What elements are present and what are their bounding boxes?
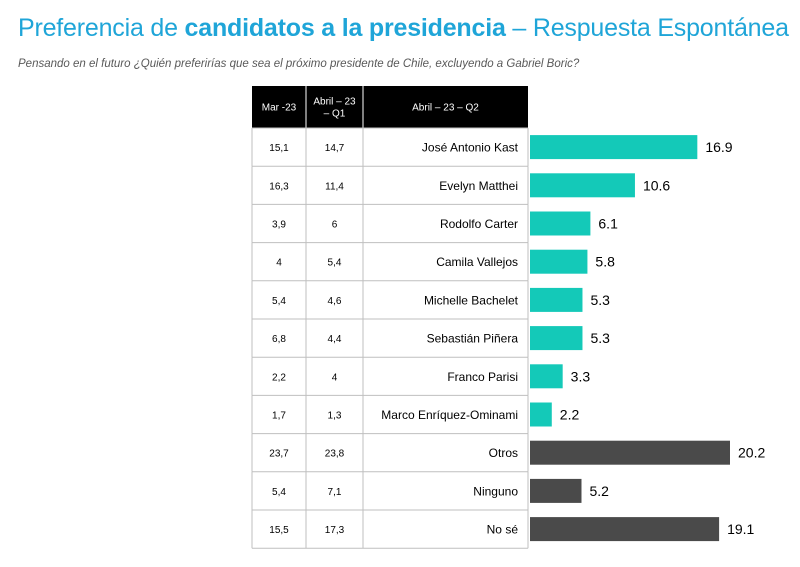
- cell-mar-23: 2,2: [272, 372, 286, 383]
- bar-candidate: [530, 211, 591, 236]
- cell-mar-23: 15,1: [269, 143, 289, 154]
- candidate-name: No sé: [487, 523, 519, 537]
- title-part-2: candidatos a la presidencia: [184, 14, 506, 42]
- cell-mar-23: 16,3: [269, 181, 289, 192]
- bar-value-label: 2.2: [560, 407, 580, 423]
- bar-value-label: 6.1: [598, 216, 618, 232]
- bar-value-label: 20.2: [738, 445, 765, 461]
- cell-abril-q1: 4: [332, 372, 338, 383]
- bar-value-label: 5.3: [590, 292, 610, 308]
- title-part-3: – Respuesta Espontánea: [505, 14, 789, 42]
- bar-candidate: [530, 249, 588, 274]
- bar-other: [530, 517, 720, 542]
- bar-other: [530, 478, 582, 503]
- candidate-name: Otros: [489, 446, 518, 460]
- cell-mar-23: 5,4: [272, 296, 286, 307]
- cell-mar-23: 15,5: [269, 525, 289, 536]
- candidate-name: Michelle Bachelet: [424, 293, 519, 307]
- cell-abril-q1: 14,7: [325, 143, 345, 154]
- bar-value-label: 3.3: [571, 368, 591, 384]
- bar-value-label: 10.6: [643, 177, 670, 193]
- cell-abril-q1: 17,3: [325, 525, 345, 536]
- candidate-name: Evelyn Matthei: [439, 179, 518, 193]
- bar-candidate: [530, 173, 635, 198]
- candidate-name: Camila Vallejos: [436, 255, 518, 269]
- bar-value-label: 16.9: [705, 139, 732, 155]
- bar-value-label: 5.2: [589, 483, 609, 499]
- cell-abril-q1: 6: [332, 220, 338, 231]
- bar-candidate: [530, 364, 563, 389]
- header-mar-23: Mar -23: [262, 103, 297, 114]
- cell-mar-23: 1,7: [272, 411, 286, 422]
- bar-other: [530, 440, 730, 465]
- table-header: [252, 86, 528, 128]
- cell-abril-q1: 5,4: [328, 258, 342, 269]
- chart-title: Preferencia de candidatos a la presidenc…: [18, 14, 789, 43]
- bar-value-label: 5.3: [590, 330, 610, 346]
- candidate-name: Franco Parisi: [447, 370, 518, 384]
- cell-mar-23: 3,9: [272, 220, 286, 231]
- cell-mar-23: 6,8: [272, 334, 286, 345]
- cell-mar-23: 5,4: [272, 487, 286, 498]
- cell-abril-q1: 7,1: [328, 487, 342, 498]
- cell-abril-q1: 11,4: [325, 181, 344, 192]
- chart-subtitle: Pensando en el futuro ¿Quién preferirías…: [18, 58, 580, 70]
- header-abril-q2: Abril – 23 – Q2: [412, 103, 479, 114]
- candidate-name: Sebastián Piñera: [427, 332, 519, 346]
- candidate-name: Ninguno: [473, 484, 518, 498]
- bar-value-label: 19.1: [727, 521, 754, 537]
- cell-abril-q1: 1,3: [328, 411, 342, 422]
- bar-value-label: 5.8: [595, 254, 615, 270]
- bar-candidate: [530, 326, 583, 351]
- header-abril-q1: Abril – 23– Q1: [313, 97, 356, 120]
- cell-abril-q1: 23,8: [325, 449, 345, 460]
- bar-candidate: [530, 287, 583, 312]
- bar-candidate: [530, 135, 698, 160]
- candidate-name: José Antonio Kast: [422, 141, 519, 155]
- bar-candidate: [530, 402, 552, 427]
- cell-mar-23: 23,7: [269, 449, 289, 460]
- cell-abril-q1: 4,4: [328, 334, 342, 345]
- candidate-name: Rodolfo Carter: [440, 217, 518, 231]
- cell-mar-23: 4: [276, 258, 282, 269]
- candidate-name: Marco Enríquez-Ominami: [381, 408, 518, 422]
- title-part-1: Preferencia de: [18, 14, 185, 42]
- cell-abril-q1: 4,6: [328, 296, 342, 307]
